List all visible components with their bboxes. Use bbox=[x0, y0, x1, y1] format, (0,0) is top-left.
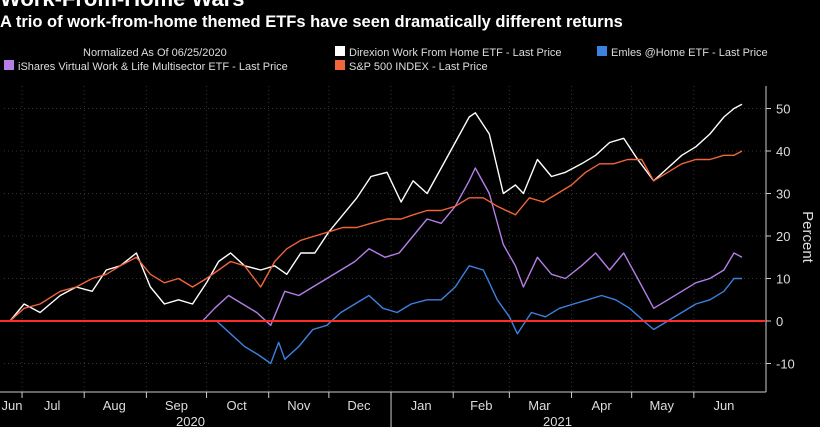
x-tick-label: Nov bbox=[287, 398, 311, 413]
y-tick-label: 20 bbox=[776, 229, 790, 244]
legend-label-direxion: Direxion Work From Home ETF - Last Price bbox=[349, 47, 562, 59]
legend-swatch-ishares bbox=[4, 60, 14, 70]
chart-subtitle: A trio of work-from-home themed ETFs hav… bbox=[0, 13, 623, 31]
x-tick-label: Jun bbox=[713, 398, 734, 413]
y-tick-label: 0 bbox=[776, 314, 783, 329]
legend-note: Normalized As Of 06/25/2020 bbox=[83, 47, 227, 59]
x-year-label: 2021 bbox=[543, 414, 572, 427]
y-tick-label: 30 bbox=[776, 187, 790, 202]
axes: -10 0 10 20 30 40 50 Jun Jul Aug Sep Oct Nov Dec Jan Fe… bbox=[0, 86, 795, 427]
y-tick-label: -10 bbox=[776, 357, 795, 372]
x-tick-label: Feb bbox=[470, 398, 492, 413]
x-tick-label: Mar bbox=[528, 398, 551, 413]
legend-label-ishares: iShares Virtual Work & Life Multisector … bbox=[18, 61, 288, 73]
y-axis-label: Percent bbox=[799, 211, 816, 264]
legend-swatch-sp500 bbox=[335, 60, 345, 70]
x-tick-label: Jan bbox=[411, 398, 432, 413]
x-tick-label: Apr bbox=[591, 398, 612, 413]
x-tick-label: Aug bbox=[103, 398, 126, 413]
series-line-2 bbox=[201, 167, 743, 326]
series-line-1 bbox=[216, 265, 742, 365]
x-year-label: 2020 bbox=[176, 414, 205, 427]
y-tick-label: 10 bbox=[776, 272, 790, 287]
legend-swatch-direxion bbox=[335, 46, 345, 56]
y-tick-label: 40 bbox=[776, 144, 790, 159]
chart-title: Work-From-Home Wars bbox=[0, 0, 244, 12]
series-line-0 bbox=[9, 103, 743, 322]
legend: Normalized As Of 06/25/2020 Direxion Wor… bbox=[4, 46, 768, 73]
x-tick-label: Sep bbox=[165, 398, 188, 413]
x-tick-label: May bbox=[649, 398, 674, 413]
x-tick-label: Jul bbox=[44, 398, 61, 413]
y-tick-label: 50 bbox=[776, 102, 790, 117]
x-tick-label: Jun bbox=[2, 398, 23, 413]
series-group bbox=[0, 103, 766, 365]
x-tick-label: Oct bbox=[227, 398, 248, 413]
legend-label-sp500: S&P 500 INDEX - Last Price bbox=[349, 61, 488, 73]
legend-label-emles: Emles @Home ETF - Last Price bbox=[611, 47, 768, 59]
x-tick-label: Dec bbox=[347, 398, 371, 413]
legend-swatch-emles bbox=[597, 46, 607, 56]
series-line-3 bbox=[9, 150, 743, 322]
